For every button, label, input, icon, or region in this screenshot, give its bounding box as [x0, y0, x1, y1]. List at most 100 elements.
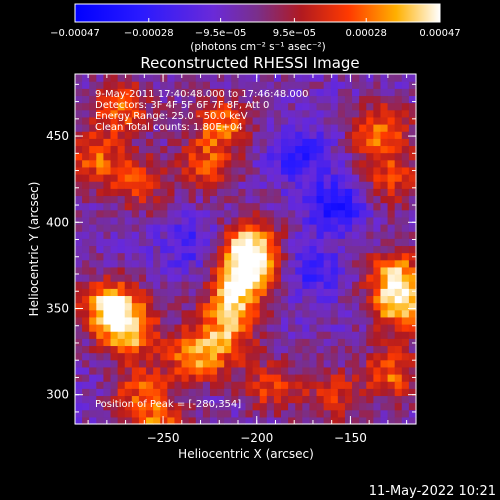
- heatmap-cell: [224, 245, 232, 254]
- heatmap-cell: [394, 116, 403, 125]
- heatmap-cell: [75, 231, 83, 239]
- heatmap-cell: [401, 395, 410, 404]
- heatmap-cell: [281, 224, 289, 232]
- heatmap-cell: [209, 252, 218, 261]
- heatmap-cell: [224, 188, 232, 197]
- heatmap-cell: [138, 266, 147, 275]
- heatmap-cell: [117, 409, 126, 418]
- heatmap-cell: [181, 138, 190, 147]
- heatmap-cell: [89, 302, 97, 311]
- heatmap-cell: [316, 252, 325, 261]
- heatmap-cell: [302, 159, 311, 168]
- heatmap-cell: [330, 288, 339, 297]
- heatmap-cell: [330, 216, 339, 225]
- heatmap-cell: [309, 324, 318, 332]
- heatmap-cell: [117, 102, 126, 111]
- heatmap-cell: [110, 402, 119, 411]
- heatmap-cell: [238, 338, 247, 347]
- heatmap-cell: [266, 245, 275, 254]
- heatmap-cell: [380, 388, 389, 397]
- heatmap-cell: [153, 316, 161, 325]
- heatmap-cell: [344, 259, 353, 268]
- heatmap-cell: [209, 238, 218, 247]
- heatmap-cell: [281, 395, 289, 404]
- heatmap-cell: [75, 209, 83, 218]
- heatmap-cell: [131, 124, 140, 132]
- heatmap-cell: [138, 388, 147, 397]
- heatmap-cell: [188, 359, 197, 368]
- heatmap-cell: [394, 195, 403, 204]
- heatmap-cell: [281, 116, 289, 125]
- heatmap-cell: [188, 109, 197, 118]
- heatmap-cell: [288, 109, 296, 118]
- heatmap-cell: [202, 166, 211, 175]
- y-tick-label: 400: [46, 215, 69, 229]
- heatmap-cell: [252, 374, 261, 382]
- heatmap-cell: [245, 138, 254, 147]
- heatmap-cell: [96, 224, 105, 232]
- heatmap-cell: [209, 324, 218, 332]
- heatmap-cell: [124, 352, 133, 361]
- heatmap-cell: [366, 266, 374, 275]
- heatmap-cell: [181, 374, 190, 382]
- heatmap-cell: [302, 295, 311, 304]
- heatmap-cell: [295, 274, 303, 282]
- heatmap-cell: [344, 252, 353, 261]
- heatmap-cell: [89, 166, 97, 175]
- heatmap-cell: [323, 366, 332, 375]
- heatmap-cell: [352, 252, 360, 261]
- heatmap-cell: [96, 195, 105, 204]
- heatmap-cell: [245, 195, 254, 204]
- colorbar-ticks: −0.00047 −0.00028 −9.5e−05 9.5e−05 0.00028 0.…: [50, 18, 461, 39]
- heatmap-cell: [302, 216, 311, 225]
- heatmap-cell: [110, 245, 119, 254]
- heatmap-cell: [330, 259, 339, 268]
- heatmap-cell: [273, 409, 282, 418]
- heatmap-cell: [323, 109, 332, 118]
- heatmap-cell: [117, 88, 126, 97]
- heatmap-cell: [366, 331, 374, 339]
- heatmap-cell: [380, 216, 389, 225]
- heatmap-cell: [366, 224, 374, 232]
- heatmap-cell: [238, 402, 247, 411]
- heatmap-cell: [408, 138, 417, 147]
- heatmap-cell: [124, 181, 133, 189]
- heatmap-cell: [167, 252, 176, 261]
- heatmap-cell: [82, 138, 90, 147]
- heatmap-cell: [281, 366, 289, 375]
- heatmap-cell: [380, 395, 389, 404]
- heatmap-cell: [82, 345, 90, 354]
- heatmap-cell: [75, 81, 83, 89]
- heatmap-cell: [231, 388, 239, 397]
- heatmap-cell: [181, 366, 190, 375]
- heatmap-cell: [281, 95, 289, 104]
- heatmap-cell: [394, 388, 403, 397]
- heatmap-cell: [259, 345, 268, 354]
- heatmap-cell: [75, 131, 83, 139]
- heatmap-cell: [273, 295, 282, 304]
- heatmap-cell: [359, 124, 367, 132]
- heatmap-cell: [167, 409, 176, 418]
- heatmap-cell: [110, 416, 119, 425]
- heatmap-cell: [273, 252, 282, 261]
- heatmap-cell: [181, 102, 190, 111]
- heatmap-cell: [224, 224, 232, 232]
- heatmap-cell: [380, 331, 389, 339]
- heatmap-cell: [217, 331, 225, 339]
- heatmap-cell: [110, 152, 119, 161]
- heatmap-cell: [82, 274, 90, 282]
- heatmap-cell: [110, 366, 119, 375]
- heatmap-cell: [224, 359, 232, 368]
- heatmap-cell: [174, 331, 183, 339]
- heatmap-cell: [209, 281, 218, 289]
- heatmap-cell: [373, 324, 382, 332]
- heatmap-cell: [352, 166, 360, 175]
- heatmap-cell: [245, 102, 254, 111]
- heatmap-cell: [146, 181, 154, 189]
- heatmap-cell: [103, 152, 112, 161]
- heatmap-cell: [89, 231, 97, 239]
- heatmap-cell: [359, 216, 367, 225]
- heatmap-cell: [217, 209, 225, 218]
- heatmap-cell: [316, 231, 325, 239]
- heatmap-cell: [316, 316, 325, 325]
